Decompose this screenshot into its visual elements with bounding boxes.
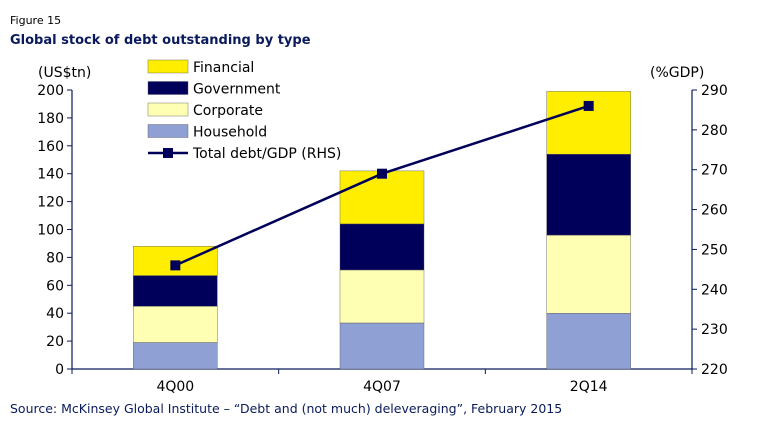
y-tick-label: 200 <box>37 83 64 99</box>
bar-household-4q00 <box>133 342 218 370</box>
y-axis-label: (US$tn) <box>38 65 91 81</box>
bar-government-2q14 <box>546 153 631 236</box>
bar-corporate-4q00 <box>133 306 218 343</box>
bar-household-2q14 <box>546 313 631 370</box>
y-right-tick-label: 280 <box>701 123 728 139</box>
y-tick-label: 140 <box>37 167 64 183</box>
y-right-tick-label: 250 <box>701 242 728 258</box>
bar-financial-4q07 <box>339 170 425 225</box>
legend-swatch-household <box>147 124 189 138</box>
y-tick-label: 180 <box>37 111 64 127</box>
legend-label: Household <box>193 125 267 141</box>
y-tick-label: 60 <box>46 278 64 294</box>
y-tick-label: 160 <box>37 139 64 155</box>
y-tick-label: 40 <box>46 306 64 322</box>
debt-gdp-marker-2q14 <box>583 100 594 111</box>
x-tick-label: 4Q07 <box>363 379 401 395</box>
chart-title: Global stock of debt outstanding by type <box>10 33 311 48</box>
x-tick-label: 2Q14 <box>570 379 608 395</box>
legend-line-marker <box>163 148 173 158</box>
legend-label: Government <box>193 82 281 98</box>
legend-label: Financial <box>193 60 254 76</box>
x-tick-label: 4Q00 <box>156 379 194 395</box>
y-tick-label: 20 <box>46 334 64 350</box>
y-right-tick-label: 240 <box>701 282 728 298</box>
y-tick-label: 0 <box>55 362 64 378</box>
legend-swatch-government <box>147 81 189 95</box>
y-right-tick-label: 270 <box>701 163 728 179</box>
y-tick-label: 80 <box>46 250 64 266</box>
debt-gdp-marker-4q07 <box>377 168 387 179</box>
y-right-tick-label: 260 <box>701 203 728 219</box>
figure-label: Figure 15 <box>10 14 62 27</box>
y-tick-label: 100 <box>37 223 64 239</box>
y-right-tick-label: 230 <box>701 322 728 338</box>
legend-label: Corporate <box>193 103 263 119</box>
y-axis-right-label: (%GDP) <box>650 65 704 81</box>
bar-corporate-4q07 <box>339 269 425 324</box>
debt-gdp-marker-4q00 <box>170 260 181 271</box>
bar-financial-2q14 <box>546 91 631 155</box>
legend-swatch-financial <box>147 59 189 74</box>
bar-government-4q07 <box>339 223 425 271</box>
y-tick-label: 120 <box>37 195 64 211</box>
y-right-tick-label: 290 <box>701 83 728 99</box>
chart-source: Source: McKinsey Global Institute – “Deb… <box>10 401 563 416</box>
y-right-tick-label: 220 <box>701 362 728 378</box>
legend-label: Total debt/GDP (RHS) <box>192 146 341 162</box>
legend-swatch-corporate <box>147 102 189 117</box>
bar-government-4q00 <box>133 275 218 307</box>
bar-corporate-2q14 <box>546 234 631 314</box>
bar-household-4q07 <box>339 322 425 370</box>
